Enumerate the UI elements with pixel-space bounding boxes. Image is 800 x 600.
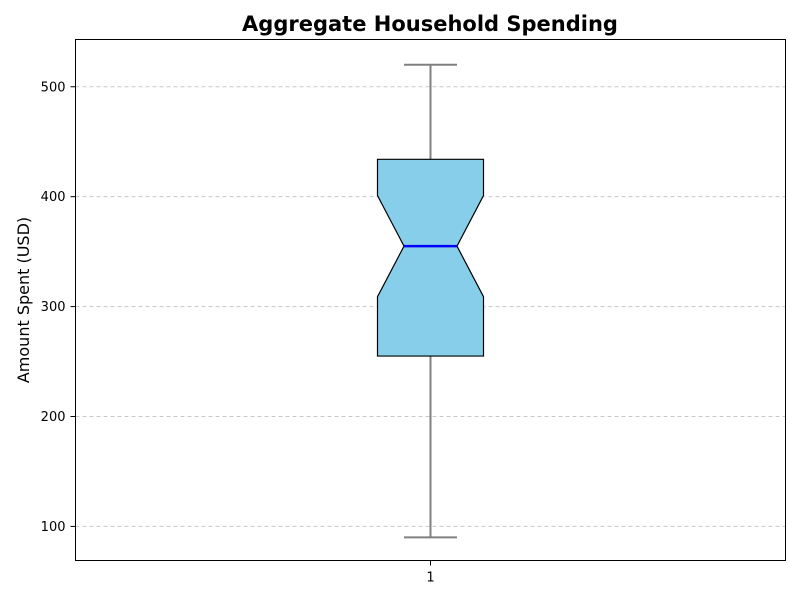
y-axis-label: Amount Spent (USD) bbox=[14, 217, 33, 383]
axes: 100 200 300 400 500 1 bbox=[41, 80, 435, 585]
y-tick-label: 200 bbox=[41, 410, 66, 425]
y-tick-label: 500 bbox=[41, 80, 66, 95]
chart-title: Aggregate Household Spending bbox=[242, 12, 618, 36]
notched-box bbox=[376, 158, 485, 357]
box-series bbox=[376, 63, 485, 539]
box-1 bbox=[376, 63, 485, 539]
y-tick-label: 400 bbox=[41, 190, 66, 205]
grid-lines bbox=[75, 86, 786, 527]
y-tick-label: 300 bbox=[41, 300, 66, 315]
y-tick-label: 100 bbox=[41, 520, 66, 535]
x-tick-label: 1 bbox=[426, 571, 434, 586]
